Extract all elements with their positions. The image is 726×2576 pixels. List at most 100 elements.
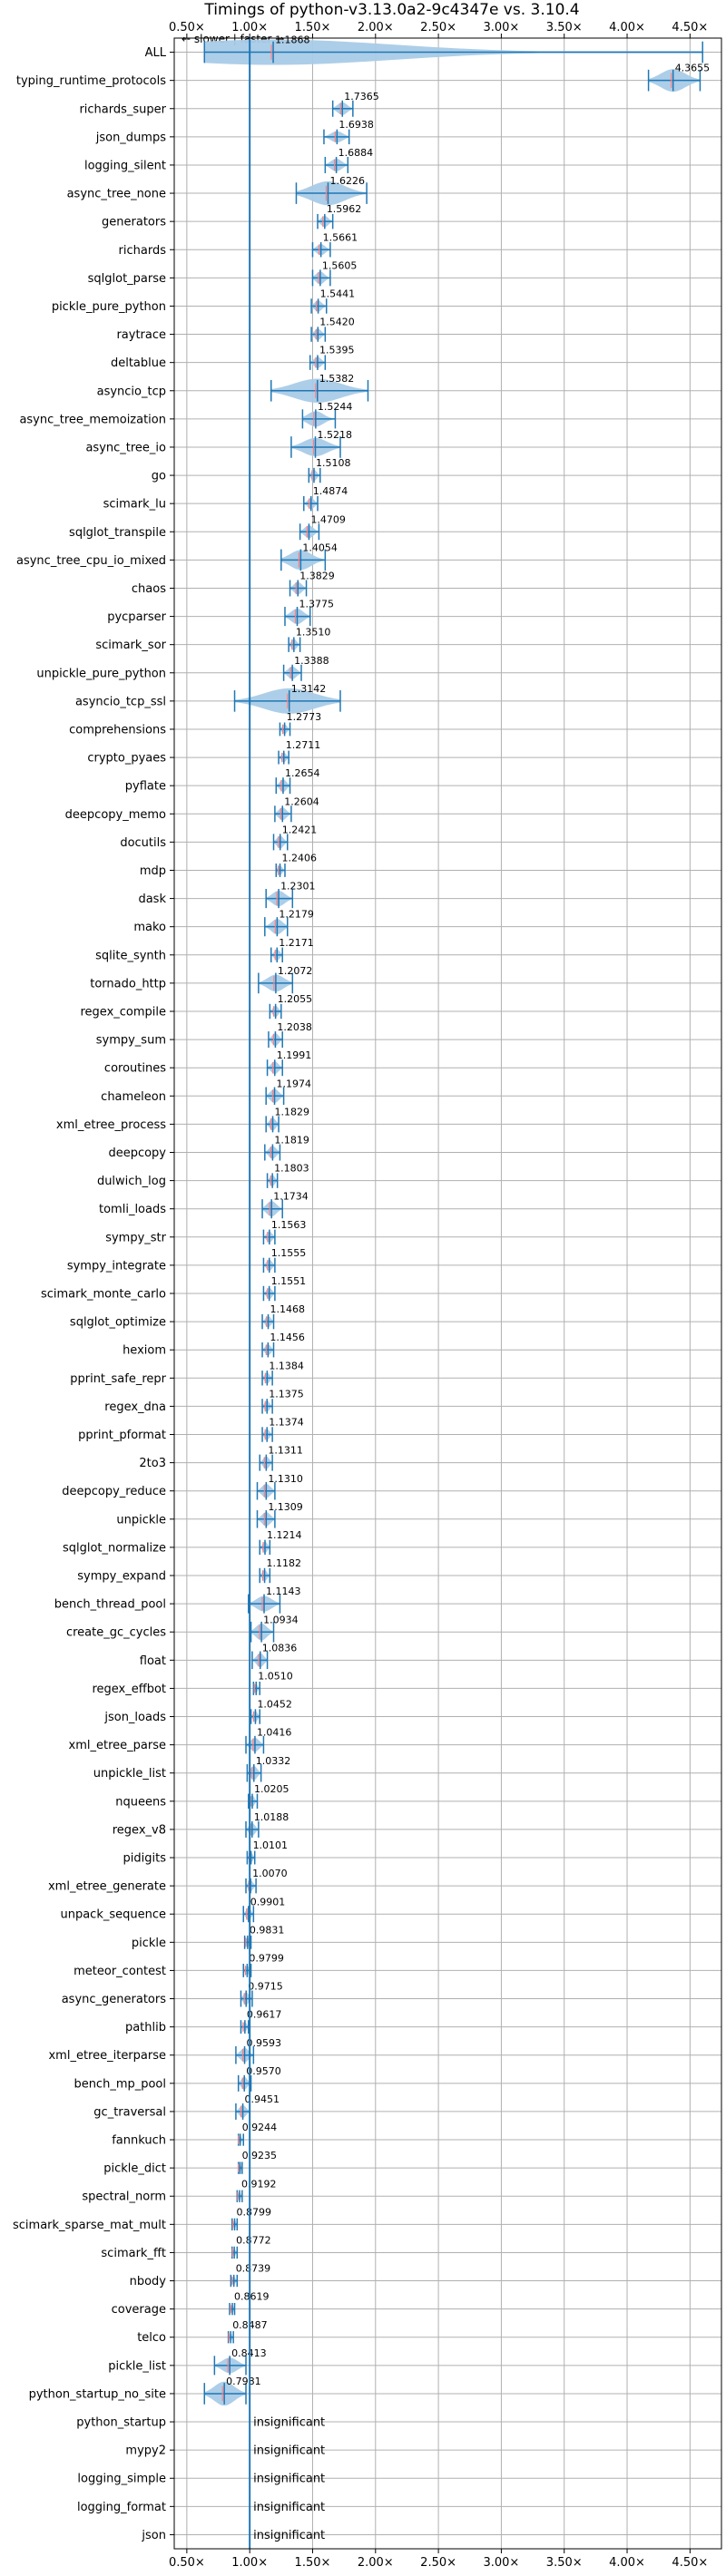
data-label: 0.9451 bbox=[245, 2093, 280, 2105]
benchmark-label: asyncio_tcp bbox=[97, 385, 166, 398]
benchmark-label: tomli_loads bbox=[99, 1203, 166, 1216]
violin-scimark_sor: 1.3510 bbox=[288, 627, 330, 652]
data-label: 1.2773 bbox=[287, 711, 322, 723]
data-label: 1.2604 bbox=[284, 795, 319, 807]
benchmark-label: nbody bbox=[130, 2275, 167, 2288]
violin-unpickle: 1.1309 bbox=[256, 1501, 303, 1528]
data-label: 1.2406 bbox=[282, 853, 318, 864]
violin-dulwich_log: 1.1803 bbox=[266, 1163, 309, 1188]
data-label: 4.3655 bbox=[675, 63, 711, 74]
benchmark-label: create_gc_cycles bbox=[66, 1626, 166, 1640]
violin-scimark_monte_carlo: 1.1551 bbox=[262, 1275, 306, 1302]
benchmark-label: bench_mp_pool bbox=[74, 2077, 166, 2091]
violin-dask: 1.2301 bbox=[265, 881, 316, 909]
benchmark-label: chameleon bbox=[101, 1090, 166, 1104]
violin-go: 1.5108 bbox=[308, 457, 350, 483]
data-label: 1.0934 bbox=[263, 1614, 299, 1625]
plot-frame bbox=[173, 37, 722, 2550]
data-label: 1.0332 bbox=[256, 1755, 291, 1767]
data-label: 1.0836 bbox=[262, 1642, 298, 1654]
violin-pathlib: 0.9617 bbox=[240, 2009, 281, 2034]
data-label: 1.2179 bbox=[279, 909, 314, 921]
benchmark-label: sympy_str bbox=[105, 1231, 166, 1244]
benchmark-label: pprint_pformat bbox=[78, 1429, 166, 1442]
data-label: 1.1868 bbox=[275, 34, 310, 46]
benchmark-label: coverage bbox=[112, 2303, 166, 2317]
data-label: 1.1143 bbox=[266, 1586, 301, 1597]
benchmark-label: pathlib bbox=[125, 2021, 166, 2034]
benchmark-label: deltablue bbox=[111, 356, 166, 370]
benchmark-label: python_startup_no_site bbox=[29, 2387, 166, 2401]
benchmark-label: spectral_norm bbox=[82, 2191, 166, 2204]
violin-sympy_expand: 1.1182 bbox=[259, 1557, 301, 1584]
data-label: 0.8772 bbox=[236, 2234, 271, 2246]
data-label: 1.7365 bbox=[344, 91, 379, 102]
data-label: 0.8799 bbox=[237, 2206, 272, 2218]
x-tick-label-top: 1.00× bbox=[231, 21, 268, 34]
benchmark-label: gc_traversal bbox=[93, 2105, 166, 2119]
category-labels: ALL typing_runtime_protocols richards_supe… bbox=[13, 46, 174, 2542]
violin-nbody: 0.8739 bbox=[230, 2263, 270, 2288]
data-label: 1.6884 bbox=[338, 147, 374, 159]
violin-bench_mp_pool: 0.9570 bbox=[237, 2065, 281, 2092]
data-label: 1.0510 bbox=[258, 1670, 293, 1682]
violin-async_tree_memoization: 1.5244 bbox=[301, 401, 352, 429]
benchmark-label: deepcopy bbox=[108, 1147, 166, 1160]
violin-coverage: 0.8619 bbox=[229, 2291, 270, 2316]
data-label: 1.0070 bbox=[252, 1868, 288, 1879]
data-label: 1.0101 bbox=[253, 1839, 289, 1851]
benchmark-label: deepcopy_reduce bbox=[62, 1485, 166, 1498]
violin-python_startup_no_site: 0.7981 bbox=[203, 2376, 261, 2406]
violin-chameleon: 1.1974 bbox=[265, 1078, 311, 1106]
violin-async_tree_io: 1.5218 bbox=[290, 429, 352, 458]
data-label: 0.9244 bbox=[242, 2122, 278, 2133]
data-label: 1.3142 bbox=[291, 683, 327, 695]
data-label: 0.8619 bbox=[234, 2291, 270, 2303]
x-axis: 0.50× 0.50× 1.00× 1.00× 1.50× 1.50× 2.00× 2.00×… bbox=[169, 21, 708, 2570]
data-label: 0.9799 bbox=[249, 1952, 284, 1964]
benchmark-label: sqlglot_parse bbox=[88, 272, 166, 286]
data-label: 1.3829 bbox=[299, 571, 335, 582]
benchmark-label: unpickle_list bbox=[93, 1767, 166, 1781]
violin-json_dumps: 1.6938 bbox=[323, 119, 374, 145]
data-label: 1.1309 bbox=[268, 1501, 303, 1513]
x-tick-label-bottom: 0.50× bbox=[169, 2556, 205, 2570]
data-label: 1.1311 bbox=[268, 1445, 303, 1457]
benchmark-label: coroutines bbox=[104, 1062, 166, 1076]
data-label: 1.2038 bbox=[277, 1021, 312, 1033]
benchmark-label: pickle_list bbox=[108, 2359, 166, 2373]
violin-regex_effbot: 1.0510 bbox=[252, 1670, 293, 1695]
benchmark-label: async_tree_io bbox=[85, 441, 166, 454]
data-label: 1.2301 bbox=[280, 881, 316, 893]
x-tick-label-bottom: 2.00× bbox=[358, 2556, 394, 2570]
violin-regex_v8: 1.0188 bbox=[245, 1811, 289, 1838]
x-tick-label-top: 2.50× bbox=[420, 21, 456, 34]
violin-nqueens: 1.0205 bbox=[248, 1783, 289, 1810]
data-label: 1.5395 bbox=[319, 345, 355, 356]
violin-2to3: 1.1311 bbox=[259, 1445, 303, 1471]
insignificant-label: insignificant bbox=[253, 2501, 325, 2514]
benchmark-label: logging_format bbox=[77, 2501, 166, 2514]
data-label: 1.0452 bbox=[257, 1699, 292, 1711]
violin-raytrace: 1.5420 bbox=[310, 317, 355, 342]
data-label: 1.5420 bbox=[319, 317, 355, 328]
benchmark-label: sqlglot_transpile bbox=[69, 526, 166, 540]
violin-unpickle_pure_python: 1.3388 bbox=[282, 655, 329, 681]
benchmark-label: scimark_lu bbox=[103, 498, 166, 512]
violin-pyflate: 1.2654 bbox=[275, 767, 319, 795]
data-label: 1.2421 bbox=[282, 824, 318, 835]
violin-async_tree_none: 1.6226 bbox=[295, 175, 368, 206]
data-label: 0.9192 bbox=[241, 2178, 277, 2190]
benchmark-label: dask bbox=[138, 893, 166, 906]
benchmark-label: sympy_integrate bbox=[67, 1259, 166, 1273]
benchmark-label: deepcopy_memo bbox=[65, 808, 166, 822]
benchmark-label: raytrace bbox=[116, 328, 166, 342]
benchmark-label: go bbox=[152, 470, 166, 483]
violin-regex_compile: 1.2055 bbox=[269, 993, 312, 1020]
violin-unpack_sequence: 0.9901 bbox=[242, 1896, 285, 1923]
data-label: 1.1384 bbox=[269, 1360, 304, 1371]
violin-deepcopy_memo: 1.2604 bbox=[274, 795, 319, 823]
benchmark-label: docutils bbox=[120, 836, 166, 850]
benchmark-label: xml_etree_iterparse bbox=[48, 2049, 166, 2063]
